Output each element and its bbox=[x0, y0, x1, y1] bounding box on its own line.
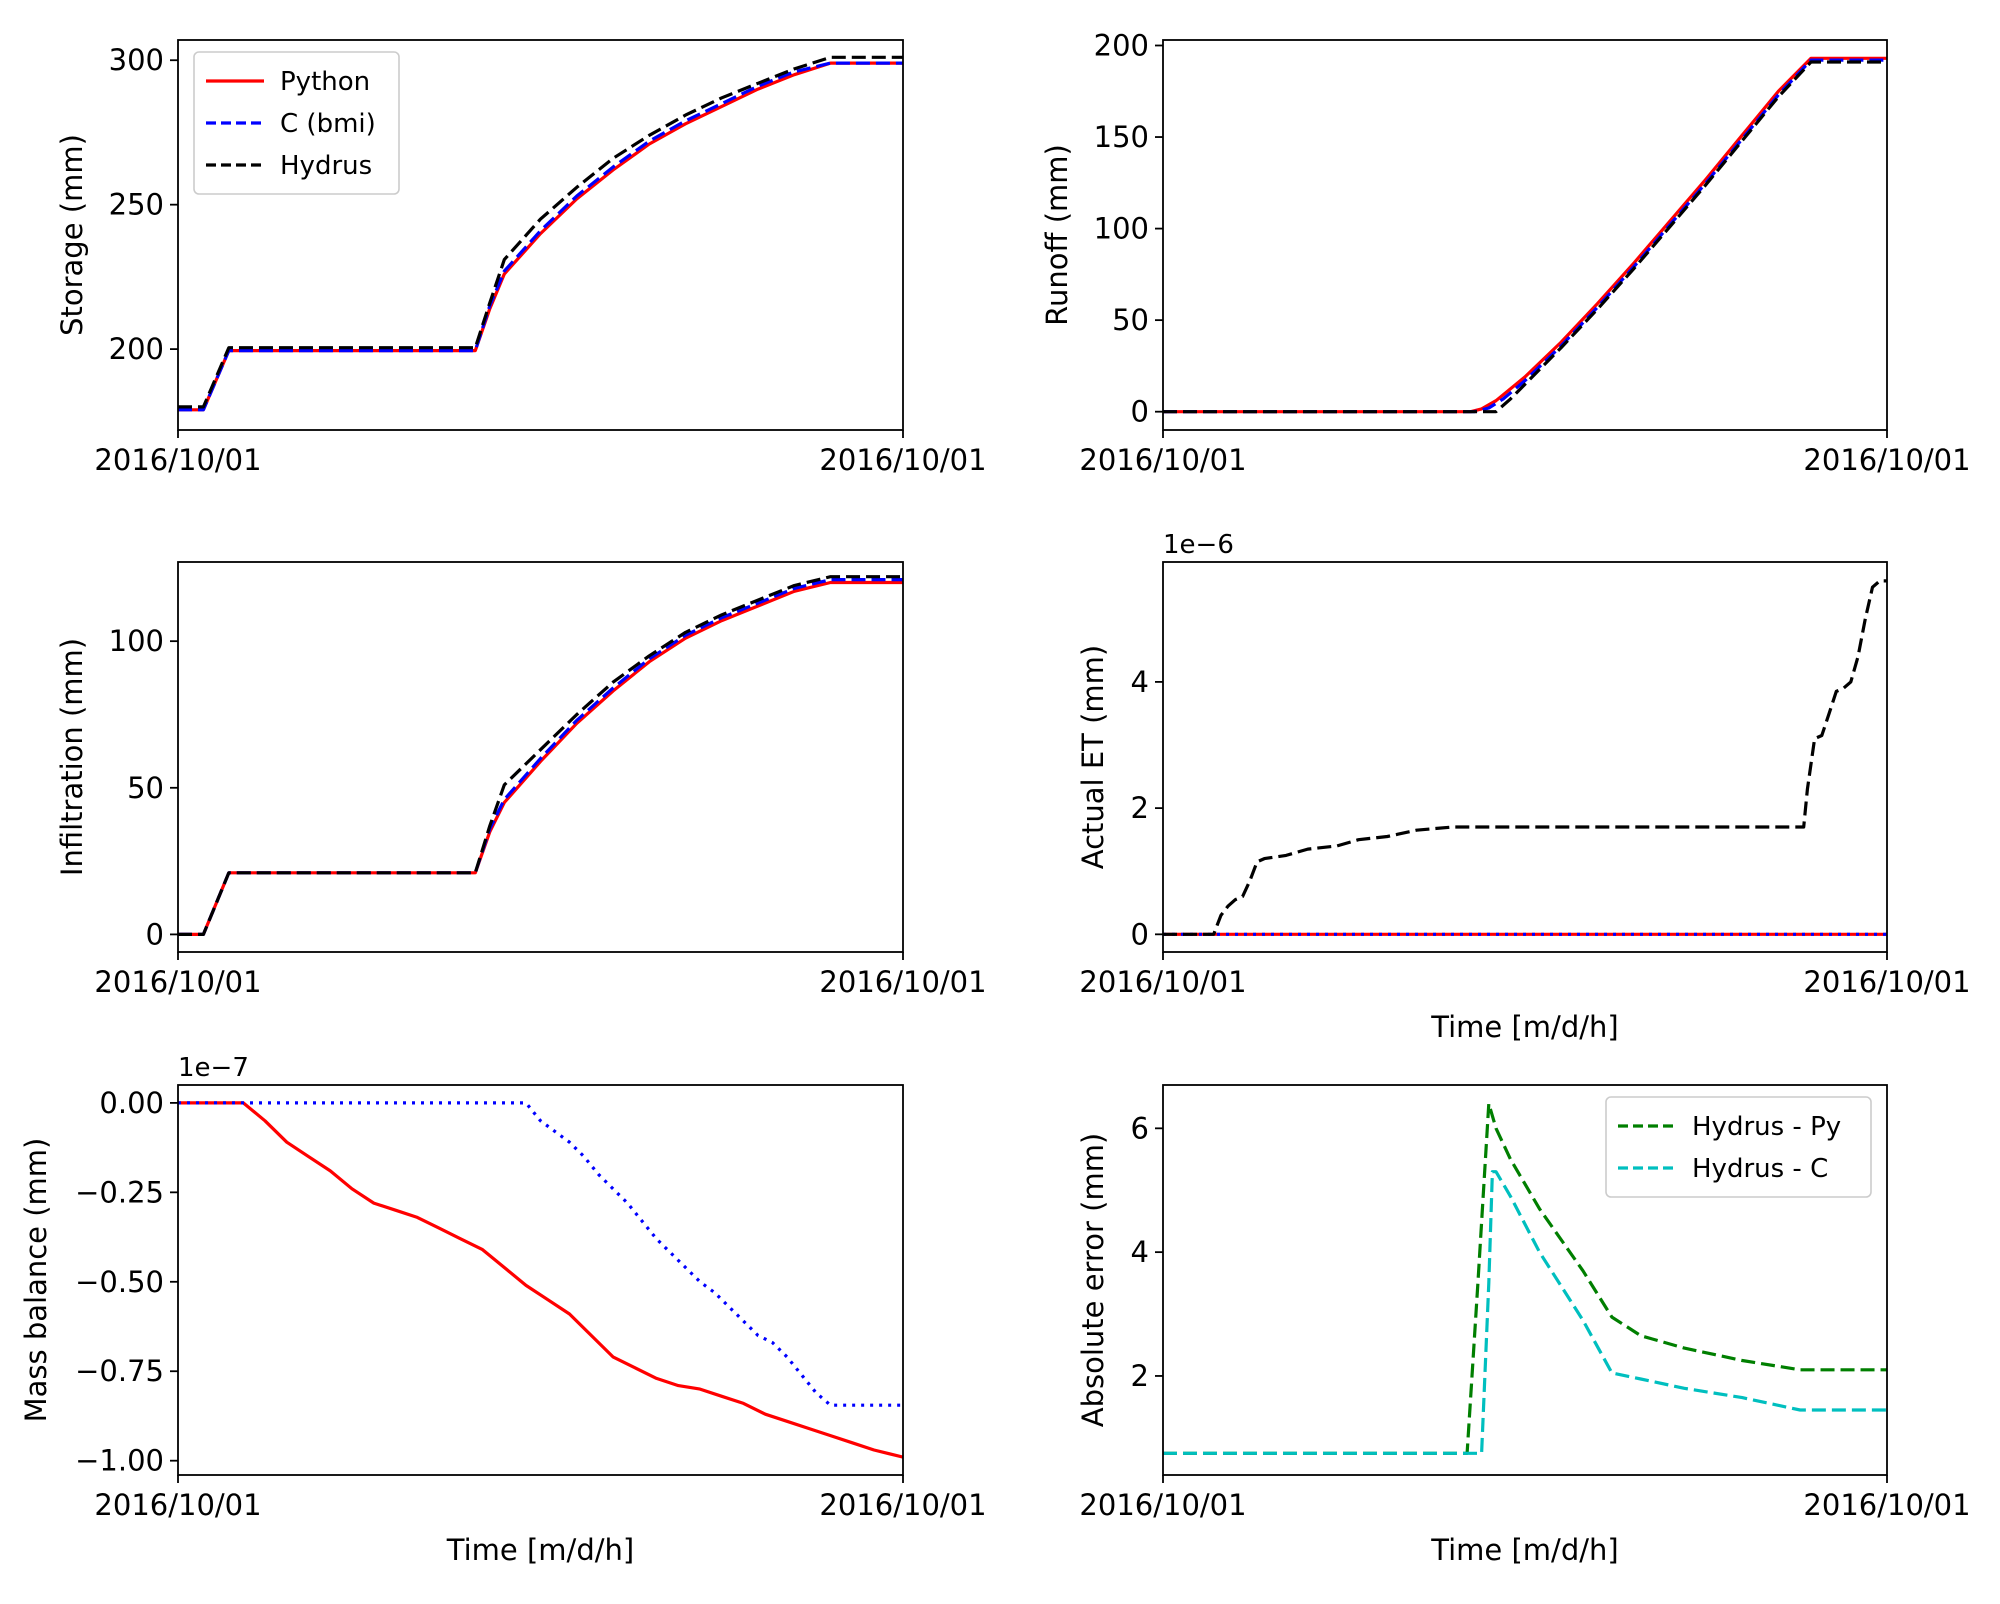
x-tick-label: 2016/10/01 bbox=[94, 965, 261, 999]
series-line-c-bmi bbox=[178, 1101, 903, 1407]
legend-label: C (bmi) bbox=[280, 109, 376, 139]
series-line-hydrus-py bbox=[1163, 1102, 1887, 1455]
axes-frame bbox=[177, 561, 904, 953]
y-tick-label: 0 bbox=[1131, 917, 1149, 951]
axis-offset-text: 1e−6 bbox=[1163, 530, 1234, 560]
y-tick-label: 200 bbox=[1094, 28, 1149, 62]
y-axis-label: Absolute error (mm) bbox=[1076, 1133, 1110, 1428]
legend: Python C (bmi) Hydrus bbox=[193, 51, 400, 195]
x-axis-label: Time [m/d/h] bbox=[446, 1533, 634, 1567]
x-tick-label: 2016/10/01 bbox=[1079, 965, 1246, 999]
x-tick-label: 2016/10/01 bbox=[1079, 443, 1246, 477]
series-line-hydrus bbox=[178, 55, 903, 409]
x-tick-label: 2016/10/01 bbox=[94, 443, 261, 477]
y-tick-label: 4 bbox=[1131, 1235, 1149, 1269]
axes-frame bbox=[1162, 1084, 1888, 1476]
y-tick-label: 150 bbox=[1094, 120, 1149, 154]
x-tick-label: 2016/10/01 bbox=[819, 965, 986, 999]
y-tick-label: 2 bbox=[1131, 1359, 1149, 1393]
series-group bbox=[178, 55, 903, 412]
series-line-c-bmi bbox=[178, 61, 903, 412]
series-line-hydrus bbox=[178, 575, 903, 936]
series-group bbox=[1163, 1102, 1887, 1455]
series-line-python bbox=[178, 1101, 903, 1459]
x-tick-label: 2016/10/01 bbox=[1803, 965, 1970, 999]
series-line-hydrus bbox=[1163, 60, 1887, 414]
x-tick-label: 2016/10/01 bbox=[819, 1488, 986, 1522]
x-tick-label: 2016/10/01 bbox=[819, 443, 986, 477]
y-tick-label: −0.25 bbox=[75, 1175, 164, 1209]
y-tick-label: −0.75 bbox=[75, 1354, 164, 1388]
y-tick-label: 0 bbox=[146, 917, 164, 951]
x-tick-label: 2016/10/01 bbox=[94, 1488, 261, 1522]
series-group bbox=[178, 1101, 903, 1459]
y-axis-label: Mass balance (mm) bbox=[19, 1138, 53, 1423]
series-line-hydrus-c bbox=[1163, 1170, 1887, 1455]
y-tick-label: 50 bbox=[127, 771, 164, 805]
y-axis-label: Actual ET (mm) bbox=[1076, 645, 1110, 869]
y-tick-label: 2 bbox=[1131, 791, 1149, 825]
x-axis-label: Time [m/d/h] bbox=[1430, 1533, 1618, 1567]
legend-box bbox=[1605, 1096, 1872, 1198]
y-tick-label: 0.00 bbox=[99, 1086, 164, 1120]
y-tick-label: −1.00 bbox=[75, 1444, 164, 1478]
chart-panel-6: 2016/10/01 2016/10/01 2 4 6 Absolute error (m… bbox=[1076, 1084, 1971, 1567]
chart-panel-1: 2016/10/01 2016/10/01 200 250 300 Storage (mm… bbox=[55, 39, 987, 477]
series-line-python bbox=[178, 580, 903, 936]
y-tick-label: 4 bbox=[1131, 665, 1149, 699]
legend-label: Hydrus - Py bbox=[1692, 1112, 1841, 1142]
axes-frame bbox=[1162, 561, 1888, 953]
y-axis-label: Runoff (mm) bbox=[1040, 144, 1074, 326]
chart-panel-3: 2016/10/01 2016/10/01 0 50 100 Infiltration (… bbox=[55, 561, 987, 999]
y-tick-label: −0.50 bbox=[75, 1265, 164, 1299]
legend-label: Hydrus bbox=[280, 151, 372, 181]
y-tick-label: 200 bbox=[109, 332, 164, 366]
series-group bbox=[1163, 579, 1887, 936]
legend: Hydrus - Py Hydrus - C bbox=[1605, 1096, 1872, 1198]
series-line-python bbox=[1163, 56, 1887, 414]
axes-frame bbox=[177, 39, 904, 431]
chart-panel-5: 2016/10/01 2016/10/01 0.00 −0.25 −0.50 −0.75 −… bbox=[19, 1053, 987, 1567]
series-group bbox=[1163, 56, 1887, 414]
x-axis-label: Time [m/d/h] bbox=[1430, 1010, 1618, 1044]
series-line-c-bmi bbox=[178, 578, 903, 936]
series-line-hydrus bbox=[1163, 579, 1887, 936]
x-tick-label: 2016/10/01 bbox=[1079, 1488, 1246, 1522]
x-tick-label: 2016/10/01 bbox=[1803, 1488, 1970, 1522]
y-tick-label: 50 bbox=[1112, 303, 1149, 337]
x-tick-label: 2016/10/01 bbox=[1803, 443, 1970, 477]
y-tick-label: 100 bbox=[109, 624, 164, 658]
y-tick-label: 250 bbox=[109, 188, 164, 222]
legend-box bbox=[193, 51, 400, 195]
y-tick-label: 100 bbox=[1094, 212, 1149, 246]
y-axis-label: Infiltration (mm) bbox=[55, 638, 89, 876]
series-line-c-bmi bbox=[1163, 58, 1887, 414]
y-tick-label: 6 bbox=[1131, 1111, 1149, 1145]
y-axis-label: Storage (mm) bbox=[55, 134, 89, 336]
legend-label: Python bbox=[280, 67, 370, 97]
axes-frame bbox=[1162, 39, 1888, 431]
y-tick-label: 0 bbox=[1131, 395, 1149, 429]
chart-panel-2: 2016/10/01 2016/10/01 0 50 100 150 200 Runoff (… bbox=[1040, 28, 1971, 477]
legend-label: Hydrus - C bbox=[1692, 1154, 1828, 1184]
chart-panel-4: 2016/10/01 2016/10/01 0 2 4 Actual ET (mm) Tim… bbox=[1076, 530, 1971, 1044]
y-tick-label: 300 bbox=[109, 43, 164, 77]
axis-offset-text: 1e−7 bbox=[178, 1053, 249, 1083]
series-group bbox=[178, 575, 903, 936]
axes-frame bbox=[177, 1084, 904, 1476]
